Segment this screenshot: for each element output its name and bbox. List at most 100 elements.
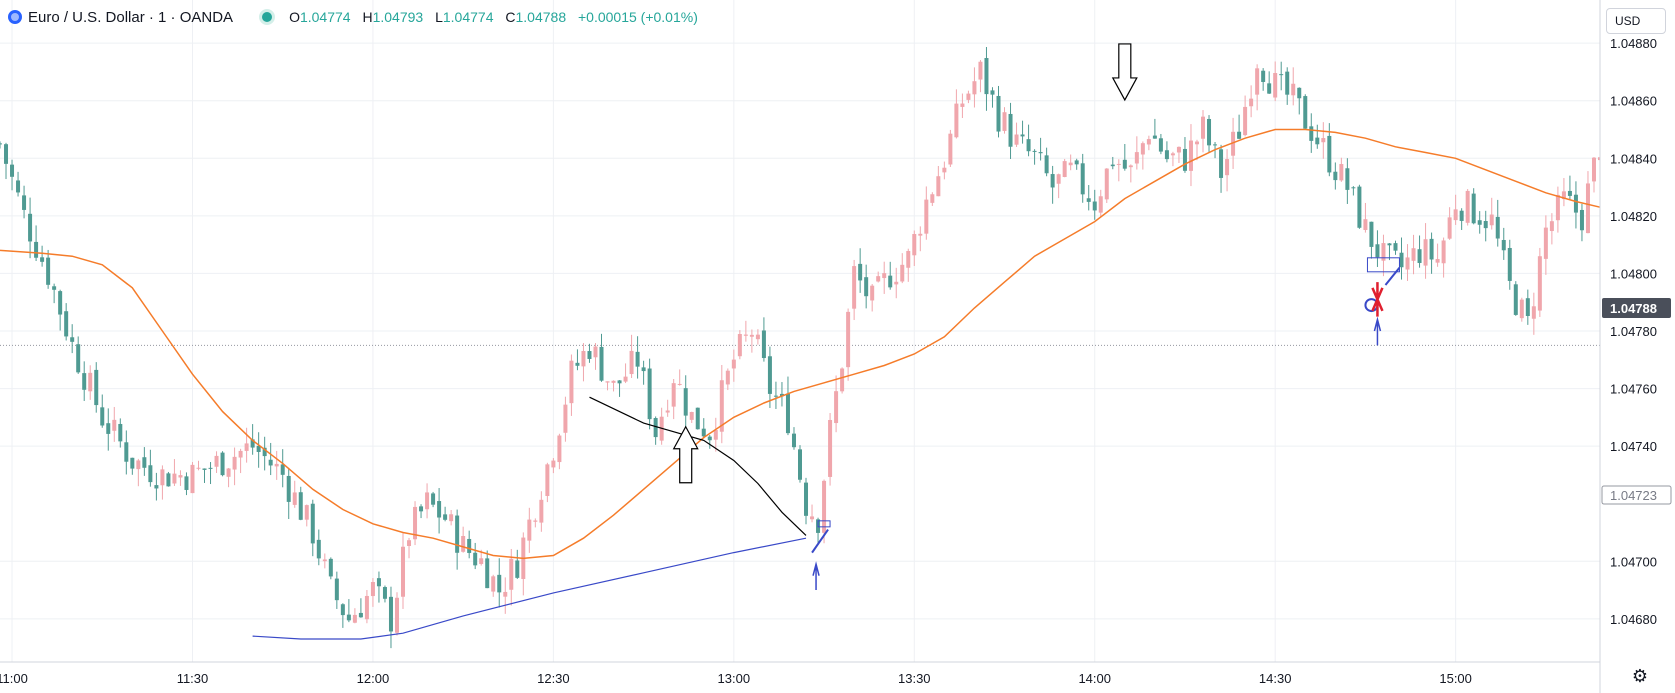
price-tick-label: 1.04780: [1610, 324, 1657, 339]
candle-body: [106, 423, 111, 434]
candle-body: [1152, 135, 1157, 139]
candles: [0, 47, 1602, 649]
time-tick-label: 13:30: [898, 671, 931, 686]
candle-body: [316, 539, 321, 559]
candle-body: [1074, 160, 1079, 165]
candle-body: [16, 180, 21, 193]
price-tick-label: 1.04680: [1610, 612, 1657, 627]
candle-body: [382, 587, 387, 599]
candle-body: [310, 503, 315, 544]
blue-trendline: [252, 537, 807, 640]
candle-body: [184, 476, 189, 490]
candle-body: [22, 195, 27, 210]
candle-body: [1327, 135, 1332, 173]
candle-body: [1405, 257, 1410, 270]
candle-body: [1201, 116, 1206, 139]
candle-body: [1002, 112, 1007, 131]
candle-body: [1237, 131, 1242, 139]
candle-body: [1423, 239, 1428, 266]
candle-body: [569, 360, 574, 404]
candle-body: [551, 460, 556, 468]
marker-box: [817, 520, 831, 528]
candle-body: [834, 391, 839, 424]
candle-body: [713, 430, 718, 440]
arrow-up-drawing: [672, 425, 699, 484]
candle-body: [840, 368, 845, 392]
candle-body: [244, 443, 249, 451]
candle-body: [1188, 140, 1193, 171]
current-price-box: [1602, 297, 1671, 318]
candle-body: [611, 380, 616, 383]
candle-body: [160, 469, 165, 486]
black-curve-drawing: [589, 396, 807, 536]
candle-body: [906, 251, 911, 268]
candle-body: [166, 473, 171, 487]
chart-legend: Euro / U.S. Dollar · 1 · OANDA O1.04774 …: [8, 6, 698, 28]
candle-body: [142, 457, 147, 468]
candle-body: [82, 373, 87, 390]
candle-body: [0, 143, 2, 145]
candle-body: [779, 393, 784, 397]
price-tick-label: 1.04760: [1610, 382, 1657, 397]
candle-body: [497, 574, 502, 593]
candle-body: [58, 291, 63, 315]
candle-body: [695, 407, 700, 430]
candle-body: [401, 546, 406, 597]
candle-body: [172, 473, 177, 484]
candle-body: [683, 388, 688, 416]
candle-body: [1363, 219, 1368, 230]
candle-body: [268, 459, 273, 466]
symbol-title[interactable]: Euro / U.S. Dollar · 1 · OANDA: [28, 8, 234, 26]
candle-body: [677, 383, 682, 385]
candle-body: [653, 418, 658, 438]
candle-body: [749, 334, 754, 337]
candle-body: [388, 596, 393, 632]
candle-body: [1008, 113, 1013, 147]
chart-settings-gear-icon[interactable]: ⚙: [1631, 666, 1649, 686]
candle-body: [1477, 220, 1482, 225]
currency-selector[interactable]: USD: [1606, 8, 1666, 34]
candle-body: [1519, 299, 1524, 319]
candle-body: [334, 578, 339, 601]
price-tick-label: 1.04820: [1610, 209, 1657, 224]
candle-body: [870, 285, 875, 301]
candle-body: [425, 492, 430, 510]
candle-body: [1291, 83, 1296, 96]
candle-body: [1471, 193, 1476, 224]
candle-body: [647, 368, 652, 420]
candle-body: [202, 468, 207, 470]
candle-body: [280, 464, 285, 475]
candle-body: [587, 351, 592, 359]
ohlc-change-value: +0.00015 (+0.01%): [578, 9, 698, 25]
candle-body: [791, 433, 796, 448]
candle-body: [990, 90, 995, 95]
candle-body: [918, 233, 923, 236]
candle-body: [1231, 131, 1236, 156]
candle-body: [413, 506, 418, 540]
tradingview-logo-icon: [8, 10, 22, 24]
candle-body: [1285, 71, 1290, 95]
candle-body: [1555, 194, 1560, 221]
candle-body: [148, 465, 153, 483]
candle-body: [1134, 152, 1139, 164]
candle-body: [581, 351, 586, 367]
candle-body: [942, 167, 947, 173]
candle-body: [972, 81, 977, 95]
time-tick-label: 12:00: [357, 671, 390, 686]
current-price-label: 1.04788: [1610, 301, 1657, 316]
candle-body: [1537, 256, 1542, 311]
candle-body: [449, 514, 454, 522]
candle-body: [250, 439, 255, 448]
time-tick-label: 11:30: [177, 671, 209, 686]
candle-body: [1447, 217, 1452, 239]
candle-body: [1483, 221, 1488, 229]
moving-average-line: [0, 128, 1601, 560]
candle-body: [154, 485, 159, 489]
candle-body: [1345, 168, 1350, 190]
candle-body: [70, 337, 75, 342]
candle-body: [1309, 126, 1314, 141]
ohlc-close-value: 1.04788: [515, 9, 567, 25]
candle-body: [930, 194, 935, 203]
time-tick-label: 15:00: [1439, 671, 1472, 686]
